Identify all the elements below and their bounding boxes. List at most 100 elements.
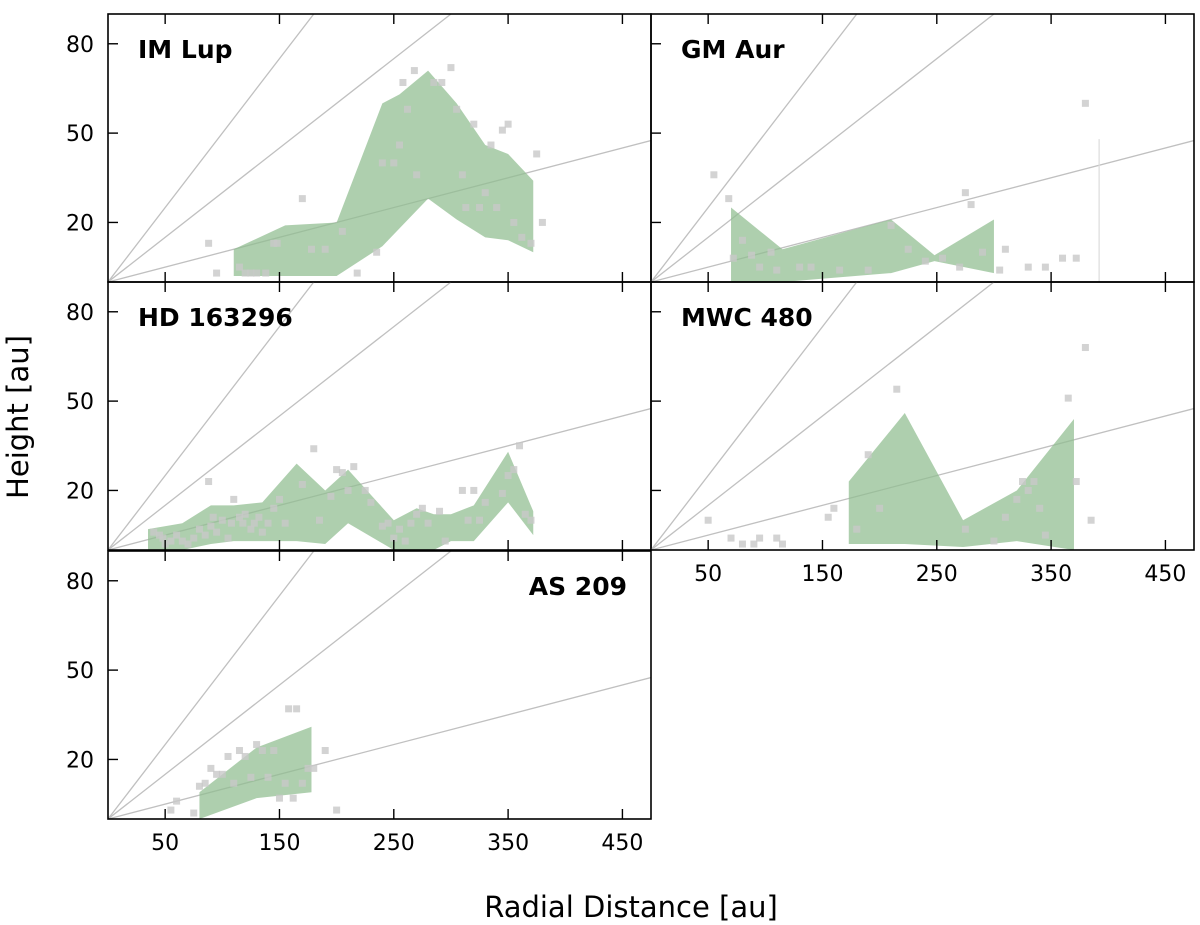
data-point [273, 239, 281, 247]
data-point [333, 466, 341, 474]
data-point [510, 218, 518, 226]
reference-line [108, 676, 651, 819]
data-point [201, 779, 209, 787]
data-point [504, 120, 512, 128]
data-point [255, 513, 263, 521]
data-point [275, 495, 283, 503]
data-point [996, 266, 1004, 274]
data-point [1001, 513, 1009, 521]
data-point [230, 779, 238, 787]
data-point [338, 469, 346, 477]
data-point [195, 525, 203, 533]
data-point [213, 770, 221, 778]
data-point [453, 105, 461, 113]
height-band [233, 70, 534, 277]
data-point [961, 189, 969, 197]
data-point [518, 233, 526, 241]
plot-area [108, 14, 651, 282]
data-point [956, 263, 964, 271]
reference-line [651, 14, 996, 282]
y-tick-label: 50 [66, 390, 94, 415]
data-point [293, 705, 301, 713]
data-point [396, 525, 404, 533]
data-point [1087, 516, 1095, 524]
y-tick-label: 50 [66, 659, 94, 684]
reference-line [108, 14, 315, 282]
data-point [1064, 394, 1072, 402]
panel-title: IM Lup [138, 35, 233, 64]
reference-line [108, 551, 453, 819]
data-point [396, 141, 404, 149]
data-point [725, 195, 733, 203]
panels-layer: 20 50 80 IM Lup GM Aur 20 50 80 HD 163296 50 150 25… [66, 13, 1195, 856]
data-point [235, 747, 243, 755]
x-tick-label: 350 [1030, 562, 1072, 587]
data-point [378, 159, 386, 167]
data-point [476, 204, 484, 212]
data-point [413, 171, 421, 179]
data-point [159, 534, 167, 542]
x-tick-label: 50 [151, 831, 179, 856]
reference-line [108, 551, 315, 819]
data-point [1081, 344, 1089, 352]
plot-area [108, 282, 651, 550]
data-point [738, 236, 746, 244]
data-point [1059, 254, 1067, 262]
data-point [262, 269, 270, 277]
panel-title: HD 163296 [138, 303, 293, 332]
data-point [1041, 531, 1049, 539]
data-point [207, 522, 215, 530]
data-point [458, 171, 466, 179]
data-point [1081, 99, 1089, 107]
data-point [230, 495, 238, 503]
data-point [504, 472, 512, 480]
data-point [224, 534, 232, 542]
data-point [476, 516, 484, 524]
data-point [253, 269, 261, 277]
x-tick-label: 150 [801, 562, 843, 587]
data-point [310, 764, 318, 772]
data-point [767, 248, 775, 256]
panel-title: GM Aur [681, 35, 785, 64]
data-point [516, 442, 524, 450]
data-point [281, 519, 289, 527]
data-point [1072, 478, 1080, 486]
data-point [441, 537, 449, 545]
data-point [470, 486, 478, 494]
data-point [205, 239, 213, 247]
data-point [1041, 263, 1049, 271]
data-point [241, 510, 249, 518]
data-point [353, 269, 361, 277]
data-point [201, 531, 209, 539]
data-point [344, 486, 352, 494]
data-point [190, 809, 198, 817]
data-point [729, 254, 737, 262]
data-point [464, 516, 472, 524]
data-point [173, 797, 181, 805]
y-tick-label: 20 [66, 479, 94, 504]
data-point [498, 489, 506, 497]
data-point [241, 269, 249, 277]
height-band [848, 413, 1074, 550]
data-point [350, 463, 358, 471]
data-point [310, 445, 318, 453]
data-point [195, 782, 203, 790]
data-point [756, 534, 764, 542]
data-point [384, 519, 392, 527]
data-point [247, 269, 255, 277]
data-point [258, 747, 266, 755]
data-point [264, 773, 272, 781]
data-point [1001, 245, 1009, 253]
data-point [407, 519, 415, 527]
data-point [527, 239, 535, 247]
data-point [1019, 478, 1027, 486]
data-point [304, 764, 312, 772]
data-point [258, 528, 266, 536]
data-point [270, 504, 278, 512]
data-point [756, 263, 764, 271]
data-point [778, 540, 786, 548]
x-tick-label: 50 [694, 562, 722, 587]
x-tick-label: 250 [373, 831, 415, 856]
data-point [738, 540, 746, 548]
data-point [796, 263, 804, 271]
